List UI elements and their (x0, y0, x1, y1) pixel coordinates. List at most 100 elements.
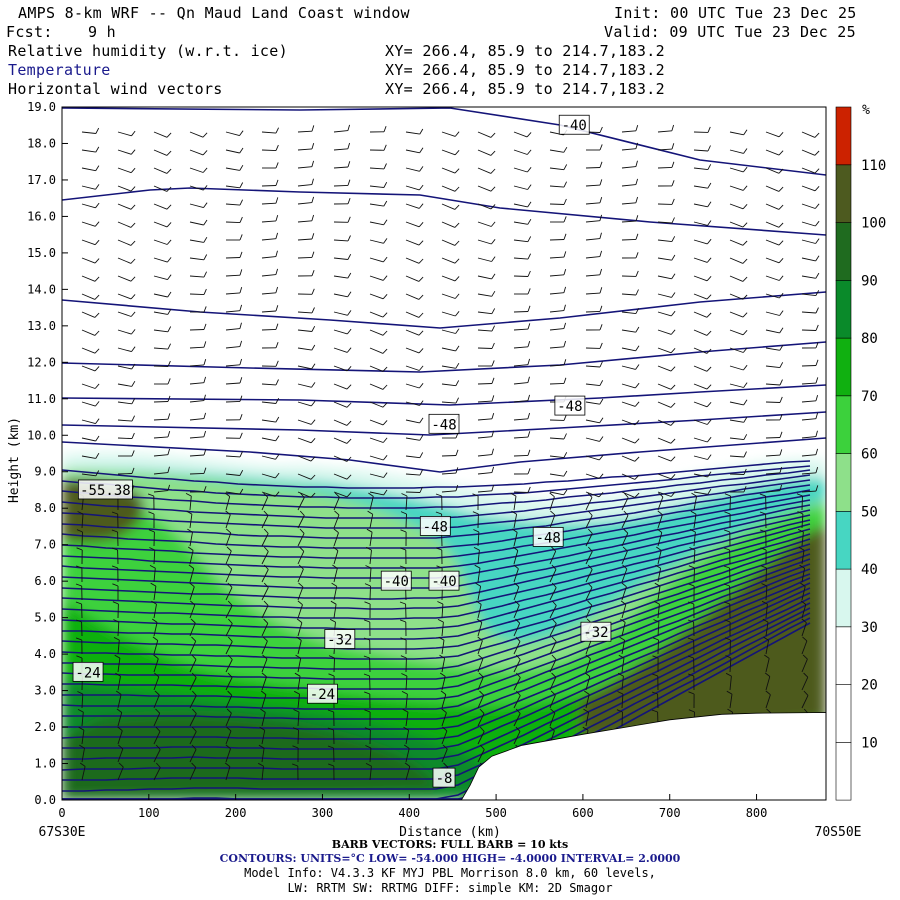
wind-barb-flag (311, 125, 315, 132)
x-tick-label: 700 (659, 806, 681, 820)
wind-barb-flag (401, 673, 408, 677)
wind-barb (333, 496, 340, 511)
wind-barb (117, 131, 132, 137)
wind-barb-flag (815, 342, 819, 349)
colorbar-swatch (835, 626, 852, 685)
wind-barb-flag (599, 305, 603, 312)
wind-barb (369, 455, 384, 461)
wind-barb-flag (815, 255, 820, 262)
wind-barb-flag (814, 203, 820, 209)
wind-barb-flag (491, 325, 496, 332)
wind-barb-flag (779, 344, 784, 351)
wind-barb-flag (298, 564, 304, 570)
wind-barb (261, 131, 277, 134)
wind-barb-flag (365, 745, 372, 749)
wind-barb-flag (77, 708, 84, 713)
wind-barb-flag (455, 397, 460, 404)
wind-barb (297, 533, 305, 547)
wind-barb (81, 293, 96, 300)
wind-barb-flag (670, 329, 676, 335)
wind-barb (405, 513, 407, 529)
wind-barb (477, 293, 492, 297)
wind-barb (189, 472, 205, 475)
wind-barb-flag (418, 312, 424, 318)
wind-barb-flag (225, 744, 231, 750)
wind-barb-flag (455, 449, 459, 456)
wind-barb-flag (621, 582, 627, 588)
wind-barb-flag (239, 322, 242, 329)
wind-barb-flag (742, 240, 748, 246)
wind-barb (117, 275, 132, 282)
wind-barb-flag (118, 744, 124, 750)
forecast-label: Fcst: (6, 23, 53, 41)
wind-barb (621, 491, 636, 498)
wind-barb (621, 658, 625, 673)
wind-barb-flag (797, 528, 804, 533)
wind-barb (81, 513, 84, 529)
wind-barb-flag (275, 435, 280, 442)
wind-barb (405, 694, 408, 709)
wind-barb-flag (454, 131, 460, 137)
wind-barb (333, 514, 340, 529)
wind-barb-flag (563, 433, 567, 440)
wind-barb-flag (399, 601, 406, 605)
wind-barb-flag (191, 690, 197, 696)
y-tick-label: 12.0 (27, 355, 56, 369)
wind-barb-flag (167, 308, 172, 315)
wind-barb-flag (227, 618, 233, 624)
wind-barb-flag (94, 276, 100, 282)
wind-barb (549, 382, 565, 385)
wind-barb (153, 131, 168, 138)
wind-barb-flag (364, 691, 370, 695)
isotherm (62, 460, 811, 489)
wind-barb-flag (688, 691, 695, 695)
wind-barb-flag (551, 672, 557, 678)
wind-barb (477, 418, 493, 421)
wind-barb-flag (599, 324, 603, 331)
wind-barb-flag (275, 268, 279, 275)
wind-barb (297, 148, 313, 151)
wind-barb-flag (263, 510, 269, 516)
isotherm (62, 411, 826, 436)
wind-barb (693, 167, 708, 171)
y-tick-label: 9.0 (34, 465, 56, 479)
wind-barb (369, 311, 384, 318)
wind-barb-flag (310, 474, 316, 480)
wind-barb (513, 659, 521, 673)
wind-barb-flag (115, 672, 121, 677)
wind-barb-flag (527, 305, 531, 312)
wind-barb-flag (490, 168, 496, 174)
y-tick-label: 11.0 (27, 392, 56, 406)
wind-barb-flag (191, 654, 197, 660)
wind-barb-flag (263, 492, 269, 498)
wind-barb-flag (112, 583, 119, 587)
wind-barb-flag (510, 492, 517, 497)
wind-barb-flag (815, 359, 819, 366)
wind-barb-flag (802, 636, 808, 642)
wind-barb-flag (293, 690, 300, 695)
wind-barb (585, 365, 601, 368)
wind-barb-flag (472, 493, 479, 497)
wind-barb (261, 401, 276, 404)
wind-barb (81, 748, 85, 763)
wind-barb-flag (259, 726, 265, 731)
wind-barb (225, 587, 233, 601)
chart-title: AMPS 8-km WRF -- Qn Maud Land Coast wind… (18, 4, 410, 22)
wind-barb (333, 657, 335, 673)
wind-barb (297, 256, 313, 259)
wind-barb (189, 221, 204, 226)
wind-barb (441, 622, 444, 637)
wind-barb-flag (798, 546, 805, 551)
wind-barb-flag (117, 726, 123, 732)
wind-barb-flag (652, 655, 659, 659)
wind-barb-flag (437, 618, 444, 623)
wind-barb (153, 472, 168, 475)
wind-barb-flag (778, 275, 784, 281)
wind-barb-flag (262, 654, 268, 660)
wind-barb (765, 149, 780, 156)
wind-barb (477, 203, 492, 210)
wind-barb-flag (203, 430, 207, 437)
wind-barb (729, 203, 744, 210)
wind-barb (477, 604, 482, 619)
x-axis-label: Distance (km) (399, 825, 501, 840)
